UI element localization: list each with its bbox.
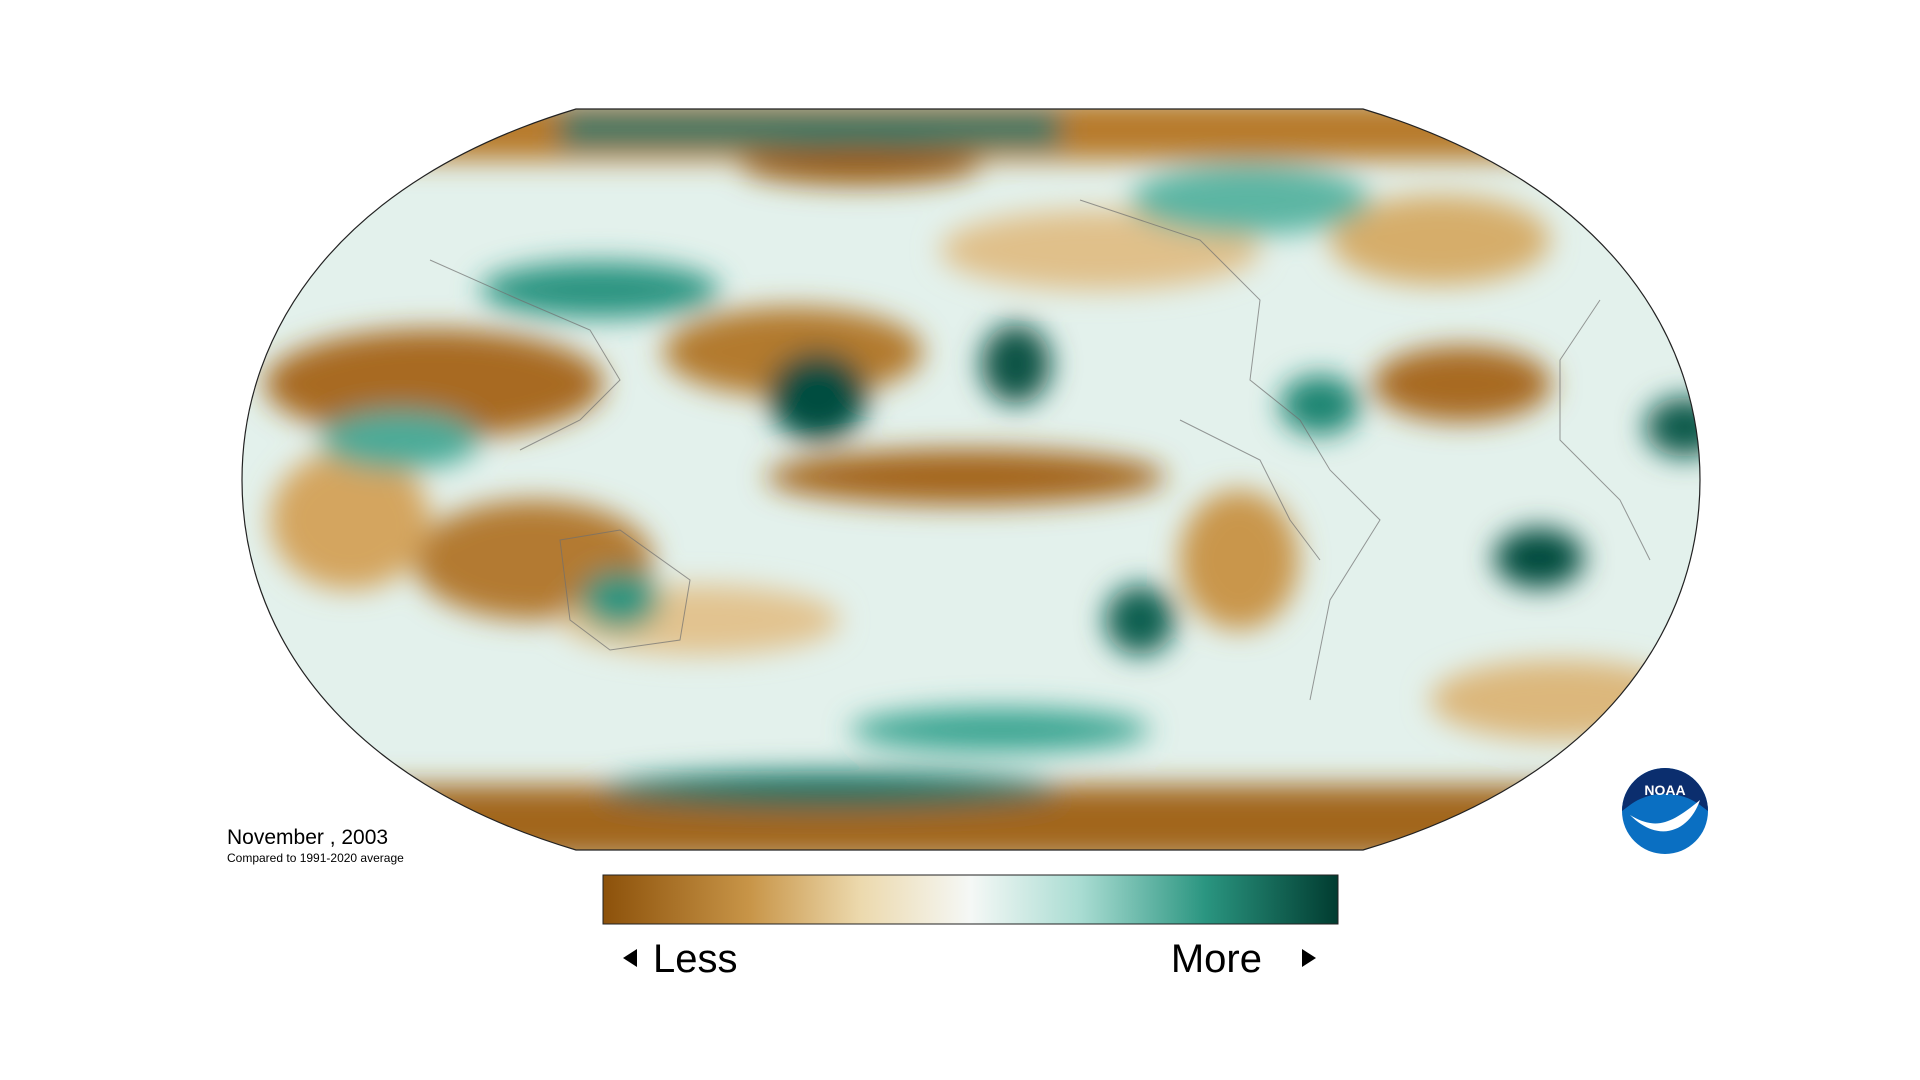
map-outline bbox=[241, 108, 1701, 851]
logo-text: NOAA bbox=[1644, 782, 1685, 798]
more-label: More bbox=[1171, 937, 1262, 981]
map-subtitle: Compared to 1991-2020 average bbox=[227, 851, 404, 865]
less-arrow bbox=[623, 949, 637, 967]
noaa-logo: NOAA bbox=[1622, 768, 1708, 854]
more-arrow bbox=[1302, 949, 1316, 967]
less-label: Less bbox=[653, 937, 738, 981]
map-title: November , 2003 bbox=[227, 826, 388, 849]
color-bar bbox=[602, 874, 1339, 925]
map-field bbox=[242, 109, 1700, 850]
